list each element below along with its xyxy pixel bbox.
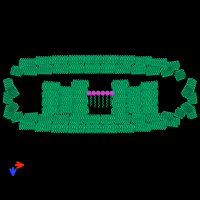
Polygon shape bbox=[85, 55, 101, 64]
Polygon shape bbox=[35, 57, 51, 65]
Polygon shape bbox=[38, 65, 53, 74]
Polygon shape bbox=[175, 70, 185, 80]
Polygon shape bbox=[85, 115, 100, 123]
Polygon shape bbox=[146, 66, 160, 75]
Polygon shape bbox=[73, 98, 88, 106]
Circle shape bbox=[106, 91, 109, 95]
Polygon shape bbox=[19, 121, 35, 129]
Polygon shape bbox=[58, 96, 74, 104]
Circle shape bbox=[110, 91, 114, 95]
Polygon shape bbox=[42, 105, 60, 115]
Polygon shape bbox=[24, 66, 38, 75]
Polygon shape bbox=[161, 66, 173, 77]
Circle shape bbox=[92, 91, 95, 95]
Polygon shape bbox=[112, 98, 128, 106]
Polygon shape bbox=[175, 108, 185, 118]
Polygon shape bbox=[53, 115, 69, 123]
Polygon shape bbox=[51, 124, 68, 132]
Polygon shape bbox=[140, 81, 158, 91]
Polygon shape bbox=[181, 86, 193, 98]
Polygon shape bbox=[115, 65, 131, 73]
Polygon shape bbox=[72, 107, 88, 115]
Polygon shape bbox=[112, 89, 128, 97]
Polygon shape bbox=[4, 105, 14, 119]
Polygon shape bbox=[11, 112, 23, 122]
Polygon shape bbox=[73, 89, 88, 97]
Polygon shape bbox=[42, 89, 60, 99]
Polygon shape bbox=[126, 104, 142, 114]
Polygon shape bbox=[187, 92, 197, 104]
Circle shape bbox=[97, 91, 100, 95]
Polygon shape bbox=[69, 115, 84, 123]
Polygon shape bbox=[135, 57, 151, 65]
Polygon shape bbox=[38, 114, 53, 123]
Polygon shape bbox=[72, 80, 88, 89]
Polygon shape bbox=[35, 123, 51, 131]
Polygon shape bbox=[85, 124, 101, 133]
Polygon shape bbox=[51, 56, 68, 64]
Polygon shape bbox=[186, 106, 196, 118]
Polygon shape bbox=[151, 59, 167, 67]
Polygon shape bbox=[140, 105, 158, 115]
Polygon shape bbox=[11, 66, 23, 76]
Polygon shape bbox=[112, 80, 128, 89]
Polygon shape bbox=[100, 65, 115, 73]
Polygon shape bbox=[126, 86, 142, 96]
Polygon shape bbox=[68, 124, 85, 133]
Polygon shape bbox=[42, 97, 60, 107]
Polygon shape bbox=[24, 113, 38, 122]
Polygon shape bbox=[119, 124, 135, 132]
Polygon shape bbox=[4, 79, 14, 91]
Polygon shape bbox=[186, 78, 196, 92]
Polygon shape bbox=[53, 65, 69, 73]
Polygon shape bbox=[7, 86, 19, 98]
Polygon shape bbox=[42, 81, 60, 91]
Polygon shape bbox=[151, 121, 167, 129]
Polygon shape bbox=[69, 65, 84, 73]
Polygon shape bbox=[140, 97, 158, 107]
Polygon shape bbox=[102, 55, 118, 64]
Polygon shape bbox=[102, 124, 118, 133]
Polygon shape bbox=[58, 86, 74, 96]
Polygon shape bbox=[112, 107, 128, 115]
Polygon shape bbox=[167, 61, 179, 71]
Polygon shape bbox=[131, 114, 146, 123]
Polygon shape bbox=[85, 65, 100, 73]
Polygon shape bbox=[146, 113, 160, 122]
Polygon shape bbox=[100, 115, 115, 123]
Polygon shape bbox=[181, 102, 193, 114]
Circle shape bbox=[101, 91, 104, 95]
Polygon shape bbox=[119, 56, 135, 64]
Polygon shape bbox=[19, 59, 35, 67]
Polygon shape bbox=[131, 65, 146, 74]
Polygon shape bbox=[7, 102, 19, 114]
Polygon shape bbox=[140, 89, 158, 99]
Circle shape bbox=[87, 91, 91, 95]
Polygon shape bbox=[167, 117, 179, 127]
Polygon shape bbox=[115, 115, 131, 123]
Polygon shape bbox=[135, 123, 151, 131]
Polygon shape bbox=[126, 96, 142, 104]
Polygon shape bbox=[3, 92, 13, 104]
Polygon shape bbox=[68, 55, 85, 64]
Polygon shape bbox=[161, 111, 173, 121]
Polygon shape bbox=[58, 104, 74, 114]
